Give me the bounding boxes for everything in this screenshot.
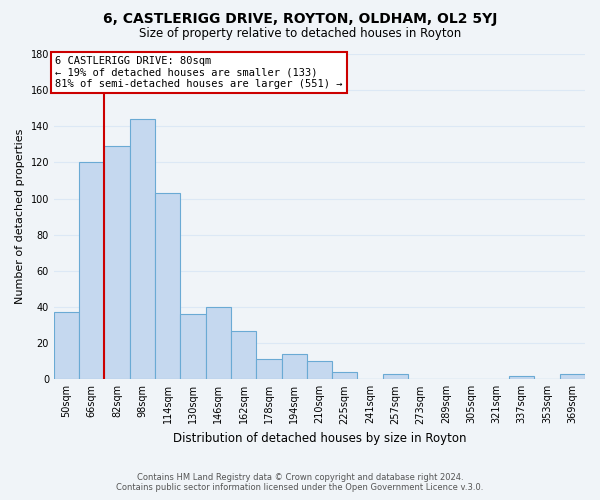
Bar xyxy=(231,330,256,380)
Bar xyxy=(79,162,104,380)
Bar xyxy=(181,314,206,380)
Bar xyxy=(509,376,535,380)
Bar xyxy=(54,312,79,380)
Bar xyxy=(206,307,231,380)
Bar xyxy=(383,374,408,380)
Bar xyxy=(130,119,155,380)
Text: 6 CASTLERIGG DRIVE: 80sqm
← 19% of detached houses are smaller (133)
81% of semi: 6 CASTLERIGG DRIVE: 80sqm ← 19% of detac… xyxy=(55,56,343,89)
Bar xyxy=(155,193,181,380)
Text: Size of property relative to detached houses in Royton: Size of property relative to detached ho… xyxy=(139,28,461,40)
Bar xyxy=(256,360,281,380)
X-axis label: Distribution of detached houses by size in Royton: Distribution of detached houses by size … xyxy=(173,432,466,445)
Text: 6, CASTLERIGG DRIVE, ROYTON, OLDHAM, OL2 5YJ: 6, CASTLERIGG DRIVE, ROYTON, OLDHAM, OL2… xyxy=(103,12,497,26)
Bar xyxy=(332,372,358,380)
Bar xyxy=(307,361,332,380)
Bar xyxy=(281,354,307,380)
Y-axis label: Number of detached properties: Number of detached properties xyxy=(15,129,25,304)
Bar xyxy=(104,146,130,380)
Bar xyxy=(560,374,585,380)
Text: Contains HM Land Registry data © Crown copyright and database right 2024.
Contai: Contains HM Land Registry data © Crown c… xyxy=(116,473,484,492)
